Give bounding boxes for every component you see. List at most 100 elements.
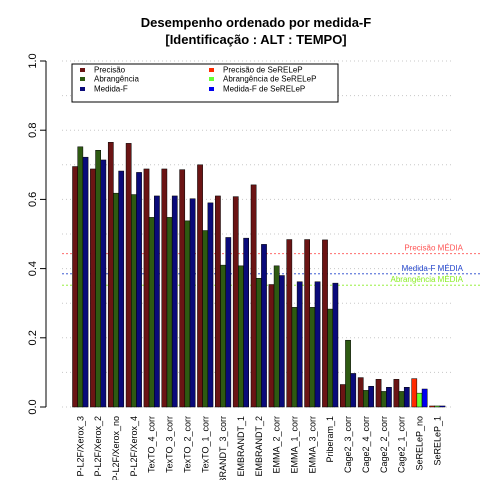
x-category-label: TexTO_4_corr: [147, 416, 157, 473]
bar-precisao-texto-4-corr: [143, 168, 150, 408]
bar-precisao-texto-1-corr: [197, 164, 203, 408]
x-category-label: TexTO_3_corr: [165, 416, 175, 473]
x-category-label: Priberam_1: [325, 416, 335, 463]
x-category-label: EMMA_3_corr: [307, 416, 317, 474]
x-axis-labels: P-L2F/Xerox_3 P-L2F/Xerox_2 P-L2F/Xerox_no…: [75, 416, 442, 480]
x-category-label: P-L2F/Xerox_4: [129, 416, 139, 477]
bar-abrangencia-cage2-1-corr: [398, 391, 405, 408]
bar-precisao-p-l2f-xerox-4: [125, 143, 132, 408]
reference-label-medida-f-media: Medida-F MÉDIA: [402, 264, 464, 273]
bar-abrangencia-p-l2f-xerox-no: [113, 192, 119, 408]
y-tick-label: 0.6: [27, 192, 39, 207]
bar-medida-f-p-l2f-xerox-no: [118, 170, 125, 408]
x-category-label: EMBRANDT_3_corr: [218, 416, 228, 480]
bar-medida-f-texto-1-corr: [207, 202, 214, 408]
bar-abrangencia-p-l2f-xerox-2: [95, 150, 102, 408]
x-category-label: EMMA_2_corr: [272, 416, 282, 474]
bar-abrangencia-embrandt-1: [238, 265, 244, 408]
bar-abrangencia-cage2-4-corr: [363, 390, 369, 408]
bar-medida-f-embrandt-2: [261, 244, 267, 408]
x-category-label: Cage2_1_corr: [397, 416, 407, 473]
x-category-label: P-L2F/Xerox_2: [93, 416, 103, 477]
bar-medida-f-cage2-4-corr: [368, 385, 374, 408]
bar-precisao-priberam-1: [322, 239, 328, 408]
x-category-label: EMBRANDT_2: [254, 416, 264, 477]
legend-label-medida-f: Medida-F: [94, 85, 128, 94]
bar-abrangencia-cage2-3-corr: [345, 339, 351, 408]
bar-medida-f-cage2-3-corr: [350, 373, 357, 408]
bar-precisao-emma-3-corr: [304, 239, 310, 408]
y-tick-label: 0.4: [27, 261, 39, 276]
bar-medida-f-priberam-1: [332, 282, 339, 408]
bar-abrangencia-serelep-no: [416, 392, 423, 408]
bar-abrangencia-texto-2-corr: [184, 220, 191, 408]
bar-medida-f-emma-2-corr: [279, 275, 285, 408]
y-tick-label: 0.2: [27, 330, 39, 345]
x-category-label: EMMA_1_corr: [290, 416, 300, 474]
bar-medida-f-emma-1-corr: [296, 281, 303, 408]
bars: [72, 142, 446, 408]
bar-medida-f-cage2-1-corr: [403, 387, 410, 408]
x-category-label: Cage2_4_corr: [361, 416, 371, 473]
bar-medida-f-serelep-no: [421, 388, 428, 408]
x-category-label: Cage2_2_corr: [379, 416, 389, 473]
bar-medida-f-embrandt-1: [243, 237, 250, 408]
x-category-label: SeRELeP_no: [414, 416, 424, 471]
bar-precisao-texto-2-corr: [179, 169, 186, 408]
bar-abrangencia-texto-1-corr: [202, 230, 209, 408]
legend-swatch-medida-f: [80, 87, 85, 91]
bar-medida-f-texto-3-corr: [171, 195, 178, 408]
bar-precisao-cage2-4-corr: [357, 377, 364, 408]
y-tick-label: 0.8: [27, 123, 39, 138]
bar-medida-f-serelep-1: [439, 405, 446, 408]
bar-precisao-embrandt-1: [232, 196, 239, 408]
bar-precisao-serelep-no: [411, 378, 418, 408]
bar-precisao-serelep-1: [429, 405, 435, 408]
bar-abrangencia-serelep-1: [434, 405, 441, 408]
bar-abrangencia-emma-1-corr: [291, 307, 298, 408]
legend-label-abrangencia-de-serelep: Abrangência de SeRELeP: [223, 75, 316, 84]
bar-medida-f-embrandt-3-corr: [225, 237, 232, 408]
chart-title: Desempenho ordenado por medida-F: [141, 15, 371, 30]
bar-abrangencia-p-l2f-xerox-4: [131, 194, 137, 408]
bar-medida-f-p-l2f-xerox-4: [136, 172, 142, 408]
bar-precisao-cage2-1-corr: [393, 379, 400, 408]
bar-precisao-p-l2f-xerox-3: [72, 166, 78, 408]
bar-medida-f-texto-4-corr: [154, 195, 160, 408]
legend-box: [71, 63, 339, 103]
x-category-label: Cage2_3_corr: [343, 416, 353, 473]
x-category-label: TexTO_2_corr: [182, 416, 192, 473]
legend-label-medida-f-de-serelep: Medida-F de SeRELeP: [223, 85, 305, 94]
bar-medida-f-cage2-2-corr: [386, 387, 392, 408]
bar-abrangencia-emma-2-corr: [273, 265, 280, 408]
y-tick-label: 1.0: [27, 53, 39, 68]
bar-precisao-emma-2-corr: [268, 284, 275, 408]
x-category-label: EMBRANDT_1: [236, 416, 246, 477]
bar-medida-f-emma-3-corr: [314, 281, 321, 408]
legend-swatch-precisao: [80, 68, 85, 72]
bar-precisao-texto-3-corr: [161, 168, 168, 408]
bar-precisao-p-l2f-xerox-no: [107, 142, 114, 408]
bar-precisao-emma-1-corr: [286, 239, 293, 408]
bar-abrangencia-texto-4-corr: [148, 217, 155, 408]
y-tick-label: 0.0: [27, 399, 39, 414]
legend-label-precisao: Precisão: [94, 66, 126, 75]
bar-precisao-cage2-3-corr: [340, 384, 346, 408]
bar-medida-f-p-l2f-xerox-3: [82, 156, 89, 408]
bar-abrangencia-emma-3-corr: [309, 307, 316, 408]
bar-precisao-cage2-2-corr: [375, 379, 382, 408]
legend-swatch-abrangencia: [80, 77, 85, 81]
legend-label-abrangencia: Abrangência: [94, 75, 139, 84]
legend-swatch-abrangencia-de-serelep: [209, 77, 214, 81]
chart-subtitle: [Identificação : ALT : TEMPO]: [165, 32, 346, 47]
bar-medida-f-texto-2-corr: [189, 198, 196, 408]
bar-medida-f-p-l2f-xerox-2: [100, 159, 107, 408]
x-category-label: TexTO_1_corr: [200, 416, 210, 473]
x-category-label: P-L2F/Xerox_no: [111, 416, 121, 480]
bar-abrangencia-texto-3-corr: [166, 217, 173, 408]
reference-lines: Precisão MÉDIA Medida-F MÉDIA Abrangência …: [62, 244, 480, 286]
x-category-label: SeRELeP_1: [432, 416, 442, 466]
bar-abrangencia-embrandt-3-corr: [220, 264, 226, 408]
